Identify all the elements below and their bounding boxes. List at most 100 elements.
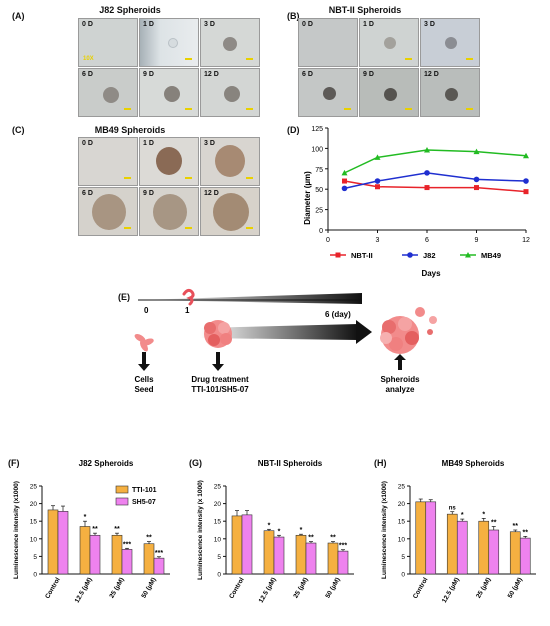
significance-label: ** — [513, 523, 519, 530]
y-tick-label: 25 — [30, 484, 38, 491]
x-tick-label: 3 — [376, 237, 380, 244]
analyze-label-line1: Spheroids — [380, 375, 420, 384]
timepoint-6: 6 (day) — [325, 310, 351, 319]
y-tick-label: 20 — [30, 501, 38, 508]
bar-tti-101 — [79, 526, 91, 575]
chart-title: J82 Spheroids — [79, 459, 134, 468]
panel-g-chart: NBT-II Spheroids Luminescence intensity (… — [197, 459, 354, 604]
significance-label: *** — [123, 541, 131, 548]
significance-label: * — [268, 522, 271, 529]
day-label: 1 D — [143, 21, 154, 28]
line-plot-area: 0 25 50 75 100 125 0 3 6 9 12 NBT-II J82 MB49 — [311, 126, 530, 260]
panel-letter-h: (H) — [374, 458, 387, 468]
data-point — [424, 170, 430, 176]
spheroid — [384, 37, 396, 49]
series-line-mb49 — [344, 149, 527, 174]
x-tick-label: 9 — [475, 237, 479, 244]
legend-swatch — [115, 497, 129, 506]
bar-sh5-07 — [57, 511, 69, 575]
x-tick-label: 0 — [326, 237, 330, 244]
y-axis-label: Diameter (µm) — [303, 171, 312, 225]
x-tick-label: 12.5 (µM) — [74, 577, 94, 605]
data-point — [473, 148, 480, 155]
large-spheroid-icon — [380, 307, 437, 354]
x-tick-label: 6 — [425, 237, 429, 244]
spheroid — [384, 88, 397, 101]
x-tick-label: Control — [44, 576, 62, 600]
bar-sh5-07 — [241, 514, 253, 575]
day-label: 3 D — [204, 140, 215, 147]
day-label: 9 D — [143, 190, 154, 197]
process-arrow-body — [200, 324, 358, 340]
legend: NBT-II J82 MB49 — [330, 251, 501, 260]
legend-marker — [335, 252, 341, 258]
panel-letter-f: (F) — [8, 458, 20, 468]
x-tick-label: 25 (µM) — [292, 577, 309, 600]
panel-letter-b: (B) — [287, 11, 300, 21]
significance-label: ** — [330, 535, 336, 542]
panel-e-schematic: 0 1 6 (day) Cells Seed Drug treatment TT… — [134, 288, 437, 394]
y-tick-label: 0 — [401, 572, 405, 579]
bar-tti-101 — [231, 515, 243, 575]
drug-arrow — [212, 352, 224, 371]
spheroid — [223, 37, 237, 51]
micrograph: 3 D — [200, 18, 260, 67]
seed-label-line2: Seed — [134, 385, 153, 394]
y-tick-label: 15 — [214, 519, 222, 526]
spheroid — [153, 194, 187, 230]
x-tick-label: 50 (µM) — [507, 577, 524, 600]
seed-arrow — [138, 352, 150, 371]
significance-label: * — [461, 512, 464, 519]
bar-tti-101 — [415, 501, 427, 575]
chart-title: NBT-II Spheroids — [258, 459, 323, 468]
y-tick-label: 100 — [311, 146, 323, 153]
legend-label: NBT-II — [351, 251, 373, 260]
seed-label-line1: Cells — [134, 375, 154, 384]
micrograph: 1 D — [359, 18, 419, 67]
bar-tti-101 — [478, 520, 490, 575]
spheroid — [215, 145, 245, 177]
x-tick-label: Control — [228, 576, 246, 600]
panel-d-chart: Diameter (µm) Days 0 25 50 75 100 125 0 3 6 9 12 NB… — [303, 126, 530, 278]
spheroid — [445, 37, 457, 49]
scale-bar — [405, 108, 412, 110]
x-axis-label: Days — [421, 269, 441, 278]
scale-bar — [124, 227, 131, 229]
spheroid — [92, 194, 126, 230]
significance-label: ** — [146, 535, 152, 542]
bar-sh5-07 — [456, 520, 468, 575]
data-point — [474, 185, 479, 191]
legend: TTI-101 SH5-07 — [115, 485, 157, 506]
micrograph: 6 D — [78, 187, 138, 236]
data-point — [341, 169, 348, 176]
spheroid — [445, 88, 458, 101]
y-tick-label: 5 — [33, 554, 37, 561]
legend-label: TTI-101 — [132, 487, 157, 494]
y-tick-label: 5 — [401, 554, 405, 561]
day-label: 3 D — [204, 21, 215, 28]
data-point — [342, 178, 347, 184]
data-point — [473, 176, 480, 183]
micrograph: 9 D — [359, 68, 419, 117]
bar-sh5-07 — [519, 537, 531, 575]
y-tick-label: 20 — [398, 501, 406, 508]
bar-sh5-07 — [337, 550, 349, 575]
data-point — [374, 154, 381, 160]
scale-bar — [246, 58, 253, 60]
day-label: 0 D — [82, 21, 93, 28]
y-tick-label: 0 — [217, 572, 221, 579]
y-tick-label: 15 — [398, 519, 406, 526]
micrograph: 9 D — [139, 68, 199, 117]
seeded-cells-icon — [134, 334, 154, 352]
bar-tti-101 — [47, 509, 59, 575]
scale-bar — [344, 108, 351, 110]
y-tick-label: 5 — [217, 554, 221, 561]
bar-sh5-07 — [121, 549, 133, 575]
y-axis-label: Luminescence intensity (x 1000) — [197, 480, 204, 580]
y-tick-label: 50 — [315, 187, 323, 194]
x-tick-label: 50 (µM) — [140, 577, 157, 600]
y-tick-label: 10 — [30, 536, 38, 543]
significance-label: ** — [523, 529, 529, 536]
y-tick-label: 0 — [33, 572, 37, 579]
data-point — [523, 152, 529, 159]
